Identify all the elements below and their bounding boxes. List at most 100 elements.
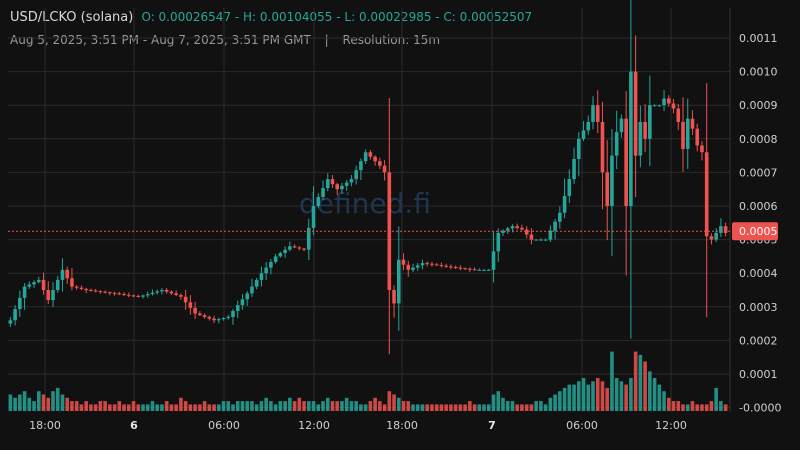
candle-body[interactable] <box>363 152 368 162</box>
candle-body[interactable] <box>155 291 160 293</box>
candle-body[interactable] <box>714 232 718 240</box>
candle-body[interactable] <box>340 185 344 190</box>
candle-body[interactable] <box>657 105 662 107</box>
candle-body[interactable] <box>240 299 245 306</box>
candle-body[interactable] <box>344 182 349 186</box>
candle-body[interactable] <box>396 259 401 304</box>
candle-body[interactable] <box>477 269 482 271</box>
candle-body[interactable] <box>719 226 723 233</box>
candle-body[interactable] <box>558 212 562 222</box>
candle-body[interactable] <box>648 105 652 139</box>
candle-body[interactable] <box>505 228 510 231</box>
candle-body[interactable] <box>306 227 311 250</box>
candle-body[interactable] <box>245 293 250 300</box>
candle-body[interactable] <box>51 290 55 301</box>
candle-body[interactable] <box>501 230 505 233</box>
candle-body[interactable] <box>567 179 572 196</box>
candle-body[interactable] <box>595 105 600 122</box>
candle-body[interactable] <box>164 290 169 292</box>
candle-body[interactable] <box>269 262 273 268</box>
candle-body[interactable] <box>79 287 84 289</box>
candle-body[interactable] <box>235 305 240 311</box>
candle-body[interactable] <box>676 108 681 122</box>
candle-body[interactable] <box>126 294 131 296</box>
candle-body[interactable] <box>415 265 420 268</box>
candle-body[interactable] <box>27 284 32 287</box>
candle-body[interactable] <box>302 248 306 250</box>
candle-body[interactable] <box>46 290 51 301</box>
candle-body[interactable] <box>8 320 13 324</box>
candle-body[interactable] <box>65 269 70 279</box>
candle-body[interactable] <box>93 290 98 292</box>
candle-body[interactable] <box>581 130 586 139</box>
candle-body[interactable] <box>108 292 112 294</box>
candle-body[interactable] <box>221 318 226 320</box>
candle-body[interactable] <box>60 269 65 280</box>
candle-body[interactable] <box>122 294 126 296</box>
candle-body[interactable] <box>392 290 396 304</box>
candle-body[interactable] <box>84 288 88 290</box>
candle-body[interactable] <box>434 264 439 266</box>
candle-body[interactable] <box>160 290 164 292</box>
candle-body[interactable] <box>117 293 122 295</box>
candle-body[interactable] <box>553 221 557 231</box>
candle-body[interactable] <box>482 269 486 271</box>
candle-body[interactable] <box>311 206 316 228</box>
candle-body[interactable] <box>150 292 155 295</box>
candle-body[interactable] <box>55 279 60 290</box>
candle-body[interactable] <box>449 266 453 268</box>
candle-body[interactable] <box>36 279 41 283</box>
candle-body[interactable] <box>250 286 254 294</box>
candle-body[interactable] <box>420 263 425 266</box>
candle-body[interactable] <box>169 291 174 294</box>
candle-body[interactable] <box>662 98 666 106</box>
candle-body[interactable] <box>709 236 714 240</box>
candle-body[interactable] <box>491 251 496 270</box>
candle-body[interactable] <box>288 246 292 250</box>
candle-body[interactable] <box>671 103 676 109</box>
candle-body[interactable] <box>278 253 283 257</box>
candle-body[interactable] <box>529 234 534 240</box>
candle-body[interactable] <box>382 165 387 173</box>
candle-body[interactable] <box>463 268 467 270</box>
candle-body[interactable] <box>22 286 27 298</box>
candle-body[interactable] <box>600 122 605 173</box>
candle-body[interactable] <box>198 313 202 316</box>
candle-body[interactable] <box>520 227 524 230</box>
candle-body[interactable] <box>562 195 567 213</box>
candle-body[interactable] <box>18 297 22 310</box>
candle-body[interactable] <box>486 269 491 271</box>
candle-body[interactable] <box>586 122 591 131</box>
candle-body[interactable] <box>98 291 103 293</box>
candle-body[interactable] <box>231 311 235 317</box>
candle-body[interactable] <box>354 170 358 180</box>
candle-body[interactable] <box>373 156 377 162</box>
candle-body[interactable] <box>259 273 264 280</box>
candle-body[interactable] <box>216 319 221 321</box>
candle-body[interactable] <box>70 278 74 287</box>
candle-body[interactable] <box>543 239 548 241</box>
candle-body[interactable] <box>193 307 197 314</box>
candle-body[interactable] <box>572 158 576 180</box>
candle-body[interactable] <box>41 279 46 290</box>
candle-body[interactable] <box>32 282 36 285</box>
candle-body[interactable] <box>633 71 638 156</box>
candle-body[interactable] <box>444 265 448 267</box>
candle-body[interactable] <box>548 230 553 240</box>
candle-body[interactable] <box>690 118 695 129</box>
candle-body[interactable] <box>378 161 382 166</box>
candle-body[interactable] <box>283 249 287 254</box>
candles[interactable] <box>8 0 728 355</box>
candle-body[interactable] <box>188 302 193 308</box>
candle-body[interactable] <box>458 267 463 269</box>
candle-body[interactable] <box>652 105 657 107</box>
candle-body[interactable] <box>316 197 321 206</box>
candle-body[interactable] <box>619 118 624 133</box>
candle-body[interactable] <box>212 318 216 321</box>
candle-body[interactable] <box>131 295 136 297</box>
candle-body[interactable] <box>183 296 188 303</box>
candle-body[interactable] <box>330 179 335 185</box>
candle-body[interactable] <box>273 256 278 262</box>
candle-body[interactable] <box>411 267 415 270</box>
